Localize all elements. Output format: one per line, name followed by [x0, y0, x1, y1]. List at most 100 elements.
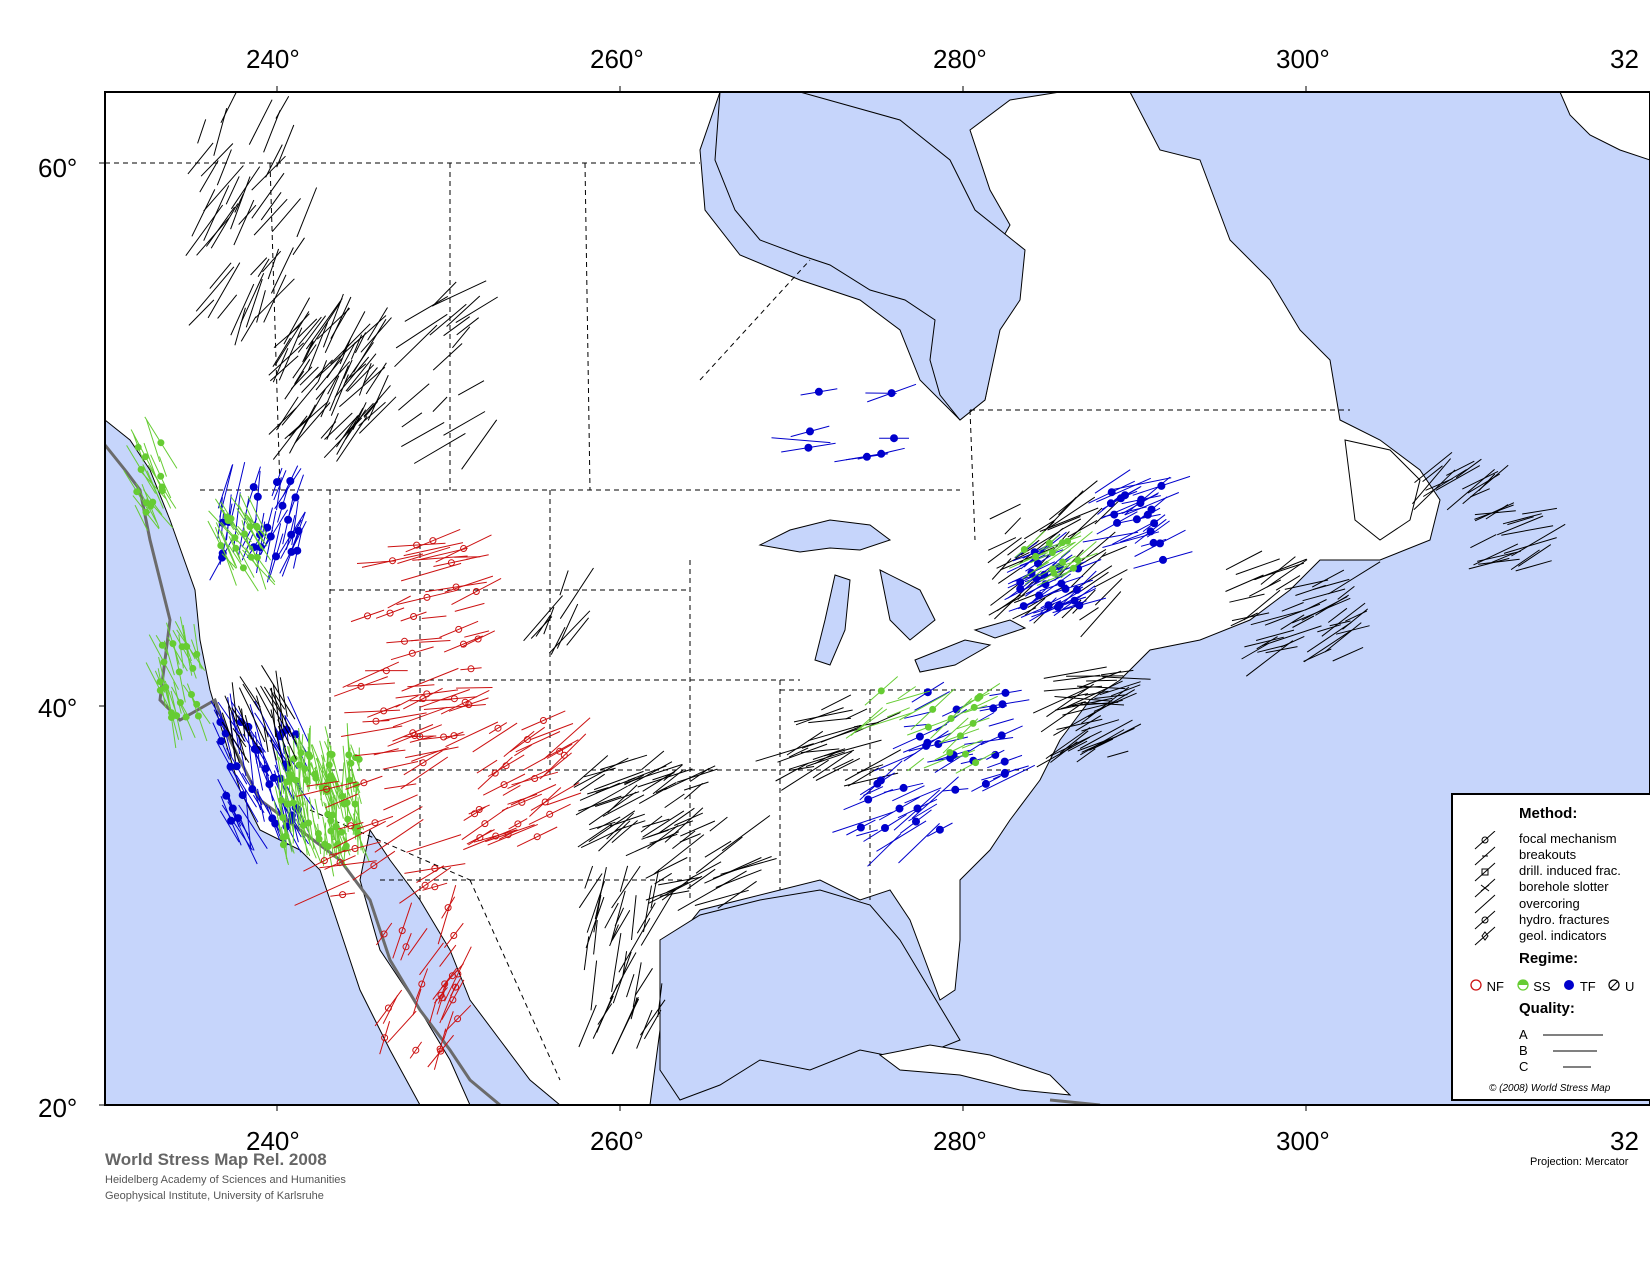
- stress-indicator-u: [788, 751, 846, 770]
- stress-indicator-u: [628, 761, 673, 787]
- stress-symbol-nf: [450, 932, 458, 939]
- stress-symbol-nf: [320, 857, 328, 865]
- stress-indicator-u: [556, 603, 579, 649]
- stress-indicator-nf: [303, 849, 346, 872]
- stress-indicator-ss: [230, 496, 259, 534]
- stress-indicator-u: [845, 708, 868, 720]
- stress-indicator-nf: [392, 724, 434, 742]
- stress-indicator-tf: [257, 788, 265, 822]
- stress-symbol-tf: [881, 824, 889, 832]
- stress-symbol-nf: [371, 819, 379, 827]
- stress-symbol-ss: [946, 749, 954, 756]
- stress-indicator-u: [989, 503, 1021, 520]
- stress-indicator-u: [1063, 507, 1103, 545]
- stress-symbol-tf: [934, 740, 943, 748]
- stress-indicator-u: [1292, 597, 1351, 624]
- stress-indicator-u: [270, 247, 294, 294]
- stress-symbol-tf: [273, 478, 281, 487]
- stress-indicator-ss: [887, 707, 910, 718]
- stress-indicator-tf: [914, 691, 950, 711]
- lon-tick-240-top: 240°: [246, 44, 300, 74]
- stress-indicator-u: [990, 580, 1023, 606]
- stress-indicator-ss: [342, 745, 349, 795]
- stress-indicator-nf: [543, 717, 591, 760]
- stress-indicator-u: [609, 924, 619, 947]
- stress-indicator-tf: [771, 437, 831, 444]
- stress-indicator-u: [251, 155, 286, 191]
- stress-indicator-ss: [276, 750, 285, 794]
- stress-indicator-tf: [1063, 600, 1087, 610]
- stress-indicator-ss: [242, 549, 276, 586]
- stress-indicator-u: [575, 785, 628, 816]
- stress-indicator-ss: [1060, 531, 1093, 558]
- stress-indicator-tf: [238, 804, 268, 849]
- stress-indicator-u: [452, 326, 471, 349]
- stress-indicator-nf: [482, 773, 526, 796]
- stress-indicator-u: [584, 865, 594, 889]
- stress-indicator-u: [238, 687, 266, 743]
- stress-indicator-u: [394, 324, 438, 368]
- greenland-tip: [1559, 92, 1650, 161]
- lon-tick-300-top: 300°: [1276, 44, 1330, 74]
- stress-indicator-u: [638, 787, 668, 805]
- stress-indicator-tf: [244, 789, 252, 850]
- legend-method-drill: drill. induced frac.: [1519, 863, 1621, 878]
- stress-indicator-u: [260, 192, 282, 221]
- stress-indicator-u: [231, 682, 238, 723]
- stress-indicator-u: [263, 686, 281, 713]
- stress-indicator-u: [607, 784, 638, 814]
- stress-indicator-nf: [396, 589, 458, 606]
- stress-indicator-ss: [352, 773, 361, 794]
- stress-indicator-nf: [461, 806, 509, 841]
- stress-indicator-u: [636, 1009, 653, 1049]
- stress-indicator-u: [1043, 666, 1107, 679]
- stress-indicator-nf: [443, 1011, 454, 1041]
- stress-symbol-ss: [1048, 565, 1056, 573]
- stress-symbol-nf: [502, 762, 510, 770]
- stress-indicator-u: [721, 815, 771, 852]
- stress-indicator-u: [652, 770, 684, 795]
- stress-indicator-u: [443, 411, 486, 436]
- lon-tick-320-bottom: 32: [1610, 1126, 1639, 1156]
- stress-indicator-nf: [472, 722, 518, 753]
- stress-indicator-ss: [158, 456, 167, 477]
- stress-symbol-nf: [364, 612, 371, 620]
- stress-symbol-ss: [1020, 546, 1028, 553]
- stress-symbol-nf: [421, 881, 429, 889]
- stress-indicator-u: [1055, 697, 1113, 711]
- stress-indicator-u: [187, 142, 214, 175]
- stress-indicator-u: [1102, 676, 1151, 680]
- stress-indicator-u: [1064, 565, 1113, 597]
- stress-indicator-u: [1235, 558, 1280, 575]
- stress-indicator-u: [578, 1004, 597, 1048]
- stress-indicator-u: [595, 791, 640, 807]
- stress-indicator-ss: [178, 634, 184, 669]
- stress-indicator-u: [330, 374, 349, 416]
- stress-indicator-ss: [1024, 570, 1042, 585]
- stress-indicator-tf: [908, 803, 938, 822]
- stress-indicator-tf: [1094, 469, 1131, 494]
- stress-indicator-u: [1225, 574, 1264, 592]
- stress-indicator-u: [1455, 458, 1482, 479]
- stress-indicator-nf: [444, 1004, 472, 1033]
- stress-indicator-u: [573, 755, 609, 786]
- stress-indicator-ss: [314, 798, 320, 820]
- stress-indicator-nf: [454, 556, 481, 558]
- stress-indicator-u: [209, 262, 232, 289]
- stress-indicator-u: [1012, 607, 1037, 620]
- stress-indicator-u: [358, 401, 386, 427]
- stress-indicator-u: [267, 248, 280, 280]
- stress-symbol-tf: [915, 732, 924, 741]
- stress-indicator-u: [1507, 516, 1534, 526]
- stress-indicator-u: [1292, 615, 1315, 628]
- stress-indicator-tf: [219, 810, 240, 843]
- stress-indicator-nf: [383, 794, 418, 811]
- stress-indicator-u: [987, 537, 1017, 551]
- stress-indicator-u: [1462, 470, 1499, 490]
- stress-indicator-u: [205, 206, 236, 247]
- legend-quality-a: A: [1519, 1027, 1528, 1042]
- stress-indicator-u: [272, 415, 308, 460]
- stress-indicator-nf: [441, 896, 456, 919]
- stress-indicator-u: [689, 767, 710, 782]
- stress-indicator-u: [815, 757, 861, 781]
